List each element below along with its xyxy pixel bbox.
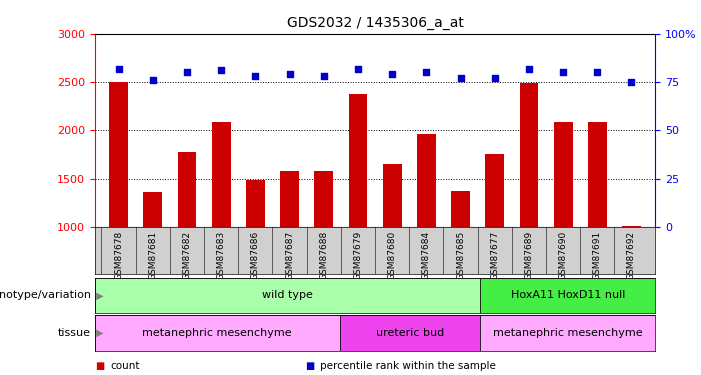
Title: GDS2032 / 1435306_a_at: GDS2032 / 1435306_a_at: [287, 16, 463, 30]
Text: GSM87679: GSM87679: [353, 231, 362, 280]
Text: HoxA11 HoxD11 null: HoxA11 HoxD11 null: [510, 290, 625, 300]
Text: GSM87681: GSM87681: [149, 231, 157, 280]
Bar: [280, 171, 299, 227]
Bar: [417, 134, 436, 227]
Text: genotype/variation: genotype/variation: [0, 290, 91, 300]
Bar: [554, 122, 573, 227]
Point: [353, 66, 364, 72]
Point: [318, 73, 329, 79]
Text: GSM87687: GSM87687: [285, 231, 294, 280]
Text: GSM87691: GSM87691: [593, 231, 601, 280]
Bar: [348, 94, 367, 227]
Point: [524, 66, 535, 72]
Bar: [588, 122, 606, 227]
Text: ■: ■: [305, 361, 314, 371]
Text: GSM87678: GSM87678: [114, 231, 123, 280]
Bar: [485, 154, 504, 227]
Point: [182, 69, 193, 75]
Point: [455, 75, 466, 81]
Point: [284, 71, 295, 77]
Bar: [451, 191, 470, 227]
Point: [421, 69, 432, 75]
Text: GSM87686: GSM87686: [251, 231, 260, 280]
Text: GSM87683: GSM87683: [217, 231, 226, 280]
Text: GSM87692: GSM87692: [627, 231, 636, 280]
Text: GSM87685: GSM87685: [456, 231, 465, 280]
Text: GSM87677: GSM87677: [490, 231, 499, 280]
Bar: [519, 83, 538, 227]
Point: [250, 73, 261, 79]
Point: [557, 69, 569, 75]
Bar: [95, 278, 480, 313]
Text: GSM87684: GSM87684: [422, 231, 431, 280]
Point: [489, 75, 501, 81]
Text: GSM87690: GSM87690: [559, 231, 568, 280]
Bar: [95, 315, 340, 351]
Bar: [246, 180, 265, 227]
Bar: [177, 152, 196, 227]
Point: [113, 66, 124, 72]
Text: ▶: ▶: [93, 290, 103, 300]
Text: metanephric mesenchyme: metanephric mesenchyme: [493, 328, 643, 338]
Text: metanephric mesenchyme: metanephric mesenchyme: [142, 328, 292, 338]
Text: GSM87680: GSM87680: [388, 231, 397, 280]
Text: ▶: ▶: [93, 328, 103, 338]
Text: count: count: [110, 361, 139, 371]
Point: [592, 69, 603, 75]
Text: ureteric bud: ureteric bud: [376, 328, 444, 338]
Point: [386, 71, 397, 77]
Text: GSM87682: GSM87682: [182, 231, 191, 280]
Bar: [212, 122, 231, 227]
Bar: [480, 278, 655, 313]
Point: [626, 79, 637, 85]
Point: [147, 77, 158, 83]
Bar: [383, 164, 402, 227]
Bar: [144, 192, 162, 227]
Text: wild type: wild type: [262, 290, 313, 300]
Bar: [622, 226, 641, 227]
Text: GSM87688: GSM87688: [319, 231, 328, 280]
Point: [215, 68, 226, 74]
Text: GSM87689: GSM87689: [524, 231, 533, 280]
Bar: [109, 82, 128, 227]
Bar: [340, 315, 480, 351]
Bar: [480, 315, 655, 351]
Text: ■: ■: [95, 361, 104, 371]
Text: tissue: tissue: [58, 328, 91, 338]
Bar: [314, 171, 333, 227]
Text: percentile rank within the sample: percentile rank within the sample: [320, 361, 496, 371]
